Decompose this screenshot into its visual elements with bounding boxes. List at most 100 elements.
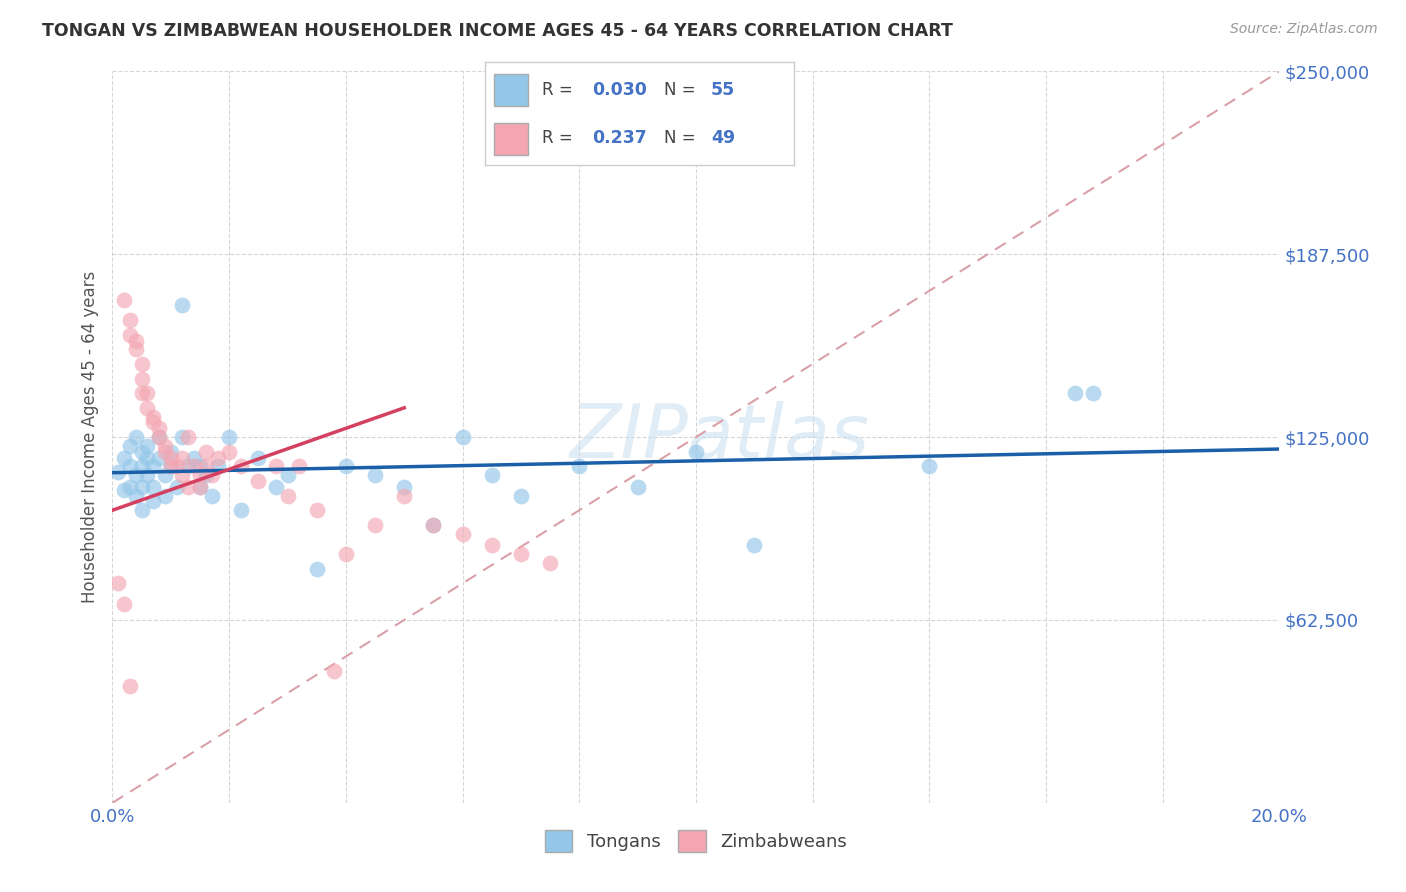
Point — [118, 480, 141, 494]
Point — [142, 494, 165, 508]
Point — [451, 526, 474, 541]
Point — [247, 474, 270, 488]
Point — [172, 298, 194, 312]
Legend: Tongans, Zimbabweans: Tongans, Zimbabweans — [538, 823, 853, 860]
Point — [183, 450, 205, 465]
Point — [177, 430, 200, 444]
FancyBboxPatch shape — [495, 74, 529, 105]
Point — [247, 450, 270, 465]
Point — [276, 489, 298, 503]
Point — [112, 450, 135, 465]
Point — [131, 444, 153, 458]
Point — [335, 459, 357, 474]
Point — [153, 468, 176, 483]
Point — [107, 465, 129, 479]
Y-axis label: Householder Income Ages 45 - 64 years: Householder Income Ages 45 - 64 years — [80, 271, 98, 603]
Text: N =: N = — [665, 80, 702, 99]
Text: 0.030: 0.030 — [592, 80, 647, 99]
Point — [172, 468, 194, 483]
Point — [118, 459, 141, 474]
Point — [131, 386, 153, 401]
Point — [177, 480, 200, 494]
Point — [136, 386, 159, 401]
Point — [568, 459, 591, 474]
Point — [509, 489, 531, 503]
Point — [742, 538, 765, 552]
Point — [131, 503, 153, 517]
Point — [148, 430, 170, 444]
Point — [160, 444, 183, 458]
Text: TONGAN VS ZIMBABWEAN HOUSEHOLDER INCOME AGES 45 - 64 YEARS CORRELATION CHART: TONGAN VS ZIMBABWEAN HOUSEHOLDER INCOME … — [42, 22, 953, 40]
Point — [188, 468, 211, 483]
Point — [685, 444, 707, 458]
Point — [218, 444, 240, 458]
Point — [394, 489, 416, 503]
Point — [323, 664, 346, 678]
Point — [177, 459, 200, 474]
Point — [172, 450, 194, 465]
Point — [183, 459, 205, 474]
Point — [305, 562, 328, 576]
Point — [201, 468, 224, 483]
Point — [131, 371, 153, 385]
Point — [118, 313, 141, 327]
Point — [118, 327, 141, 342]
Point — [131, 480, 153, 494]
Point — [364, 517, 387, 532]
Point — [107, 576, 129, 591]
Text: Source: ZipAtlas.com: Source: ZipAtlas.com — [1230, 22, 1378, 37]
Point — [335, 547, 357, 561]
Point — [509, 547, 531, 561]
Text: R =: R = — [543, 80, 578, 99]
Point — [153, 489, 176, 503]
Point — [136, 439, 159, 453]
Point — [305, 503, 328, 517]
Point — [188, 480, 211, 494]
Point — [194, 468, 217, 483]
Point — [218, 430, 240, 444]
Point — [112, 293, 135, 307]
Point — [142, 459, 165, 474]
Point — [142, 416, 165, 430]
Point — [125, 334, 148, 348]
Point — [188, 480, 211, 494]
Point — [112, 597, 135, 611]
Point — [136, 468, 159, 483]
Point — [125, 343, 148, 357]
Point — [201, 489, 224, 503]
Text: ZIPatlas: ZIPatlas — [569, 401, 869, 473]
FancyBboxPatch shape — [495, 123, 529, 155]
Point — [166, 459, 188, 474]
Point — [918, 459, 941, 474]
Point — [153, 444, 176, 458]
Point — [1081, 386, 1104, 401]
Point — [1064, 386, 1087, 401]
Point — [451, 430, 474, 444]
Point — [188, 459, 211, 474]
Point — [172, 430, 194, 444]
Point — [142, 409, 165, 424]
Point — [166, 480, 188, 494]
Point — [131, 459, 153, 474]
Point — [160, 459, 183, 474]
Point — [125, 430, 148, 444]
Text: N =: N = — [665, 128, 702, 147]
Point — [148, 450, 170, 465]
Point — [481, 538, 503, 552]
Point — [194, 444, 217, 458]
Point — [422, 517, 444, 532]
Point — [264, 459, 287, 474]
Point — [131, 357, 153, 371]
Point — [394, 480, 416, 494]
Point — [288, 459, 311, 474]
Point — [125, 468, 148, 483]
Point — [142, 480, 165, 494]
Point — [160, 450, 183, 465]
Point — [207, 450, 229, 465]
Point — [153, 439, 176, 453]
Point — [148, 421, 170, 435]
Point — [207, 459, 229, 474]
Point — [148, 430, 170, 444]
Point — [194, 459, 217, 474]
Point — [229, 503, 252, 517]
